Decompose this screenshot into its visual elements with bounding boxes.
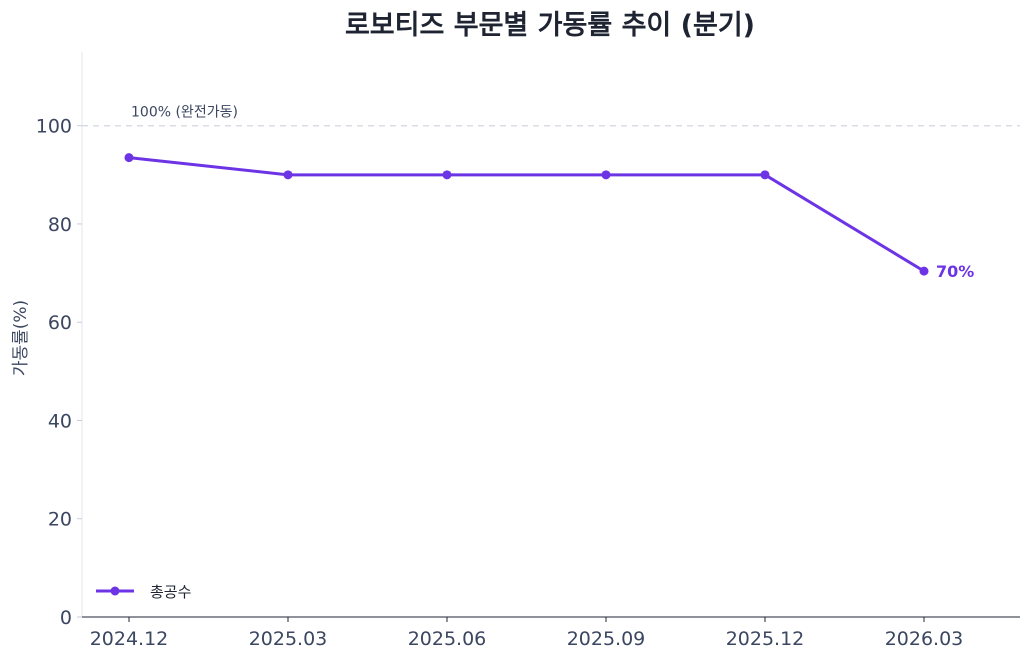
data-point [919, 266, 929, 276]
y-tick-label: 100 [36, 116, 72, 138]
y-axis-label: 가동률(%) [11, 300, 31, 376]
chart-title: 로보티즈 부문별 가동률 추이 (분기) [345, 10, 755, 41]
reference-line-label: 100% (완전가동) [131, 105, 238, 121]
legend-label: 총공수 [150, 583, 191, 601]
x-tick-label: 2025.09 [567, 628, 646, 650]
x-tick-label: 2026.03 [885, 628, 964, 650]
y-tick-label: 40 [48, 410, 72, 432]
x-tick-label: 2024.12 [90, 628, 169, 650]
x-tick-label: 2025.06 [408, 628, 487, 650]
legend-marker [110, 586, 120, 596]
series-line [128, 156, 925, 273]
y-tick-label: 80 [48, 214, 72, 236]
y-tick-label: 0 [60, 607, 72, 629]
plot-area: 0 20 40 60 80 100 2024.12 2025.03 2025.06 2025.09… [36, 52, 1020, 650]
x-tick-label: 2025.03 [249, 628, 328, 650]
y-tick-label: 20 [48, 509, 72, 531]
end-value-label: 70% [936, 262, 974, 281]
data-point [601, 170, 611, 180]
y-tick-label: 60 [48, 312, 72, 334]
data-point [283, 170, 293, 180]
data-point [760, 170, 770, 180]
data-point [124, 153, 134, 163]
x-tick-label: 2025.12 [726, 628, 805, 650]
data-point [442, 170, 452, 180]
